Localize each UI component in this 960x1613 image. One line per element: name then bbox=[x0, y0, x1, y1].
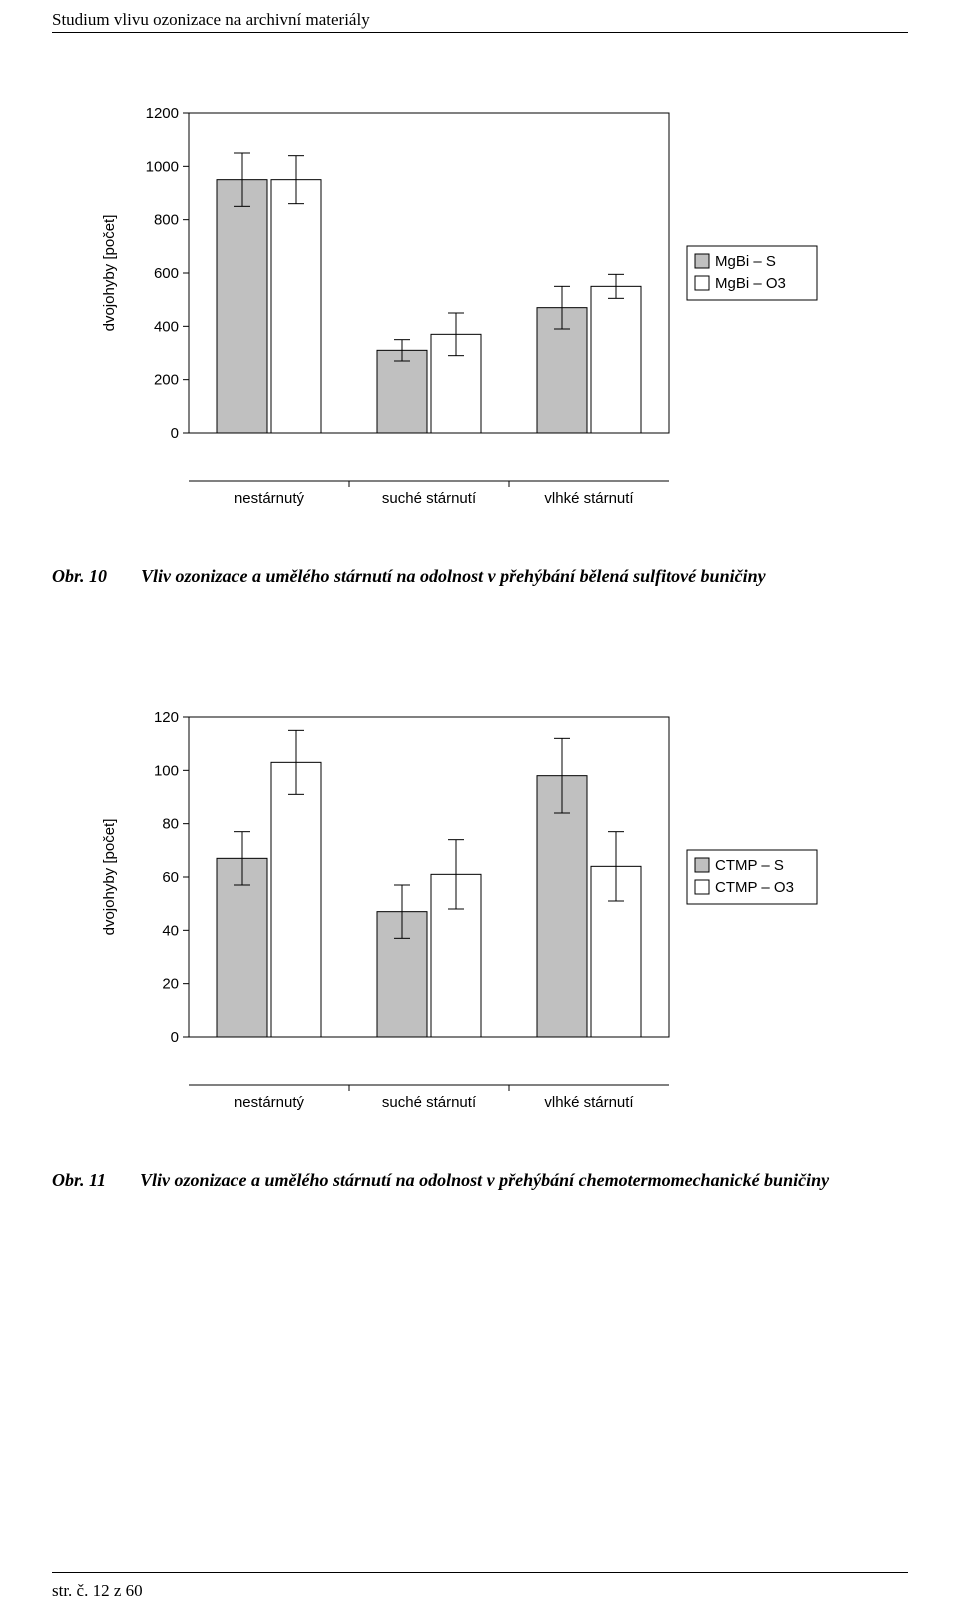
svg-text:vlhké stárnutí: vlhké stárnutí bbox=[544, 490, 634, 507]
figure-number: Obr. 11 bbox=[52, 1170, 106, 1191]
page-footer: str. č. 12 z 60 bbox=[52, 1581, 143, 1601]
svg-text:suché stárnutí: suché stárnutí bbox=[382, 1094, 477, 1111]
figure-11-caption: Obr. 11 Vliv ozonizace a umělého stárnut… bbox=[52, 1170, 908, 1191]
svg-text:20: 20 bbox=[162, 976, 179, 993]
svg-text:MgBi – O3: MgBi – O3 bbox=[715, 275, 786, 292]
running-head: Studium vlivu ozonizace na archivní mate… bbox=[52, 10, 908, 30]
chart-1: 0 200 400 600 800 1000 1200 dvojohyby [počet] ne… bbox=[94, 103, 834, 533]
svg-text:40: 40 bbox=[162, 922, 179, 939]
svg-text:120: 120 bbox=[154, 709, 179, 726]
header-rule bbox=[52, 32, 908, 33]
chart-1-container: 0 200 400 600 800 1000 1200 dvojohyby [počet] ne… bbox=[94, 103, 908, 538]
svg-text:CTMP – O3: CTMP – O3 bbox=[715, 879, 794, 896]
svg-text:200: 200 bbox=[154, 372, 179, 389]
svg-text:0: 0 bbox=[171, 425, 179, 442]
figure-text: Vliv ozonizace a umělého stárnutí na odo… bbox=[140, 1170, 829, 1191]
svg-text:1200: 1200 bbox=[146, 105, 179, 122]
figure-text: Vliv ozonizace a umělého stárnutí na odo… bbox=[141, 566, 766, 587]
svg-text:600: 600 bbox=[154, 265, 179, 282]
svg-text:MgBi – S: MgBi – S bbox=[715, 253, 776, 270]
svg-text:vlhké stárnutí: vlhké stárnutí bbox=[544, 1094, 634, 1111]
svg-text:400: 400 bbox=[154, 318, 179, 335]
svg-text:dvojohyby [počet]: dvojohyby [počet] bbox=[101, 819, 118, 936]
svg-text:80: 80 bbox=[162, 816, 179, 833]
svg-text:60: 60 bbox=[162, 869, 179, 886]
svg-text:CTMP – S: CTMP – S bbox=[715, 857, 784, 874]
svg-text:100: 100 bbox=[154, 762, 179, 779]
svg-text:0: 0 bbox=[171, 1029, 179, 1046]
chart-2: 0 20 40 60 80 100 120 dvojohyby [počet] nestárnu… bbox=[94, 707, 834, 1137]
footer-rule bbox=[52, 1572, 908, 1573]
svg-text:800: 800 bbox=[154, 212, 179, 229]
figure-number: Obr. 10 bbox=[52, 566, 107, 587]
svg-text:dvojohyby [počet]: dvojohyby [počet] bbox=[101, 215, 118, 332]
svg-text:1000: 1000 bbox=[146, 158, 179, 175]
svg-text:suché stárnutí: suché stárnutí bbox=[382, 490, 477, 507]
chart-2-container: 0 20 40 60 80 100 120 dvojohyby [počet] nestárnu… bbox=[94, 707, 908, 1142]
svg-text:nestárnutý: nestárnutý bbox=[234, 490, 305, 507]
svg-text:nestárnutý: nestárnutý bbox=[234, 1094, 305, 1111]
figure-10-caption: Obr. 10 Vliv ozonizace a umělého stárnut… bbox=[52, 566, 908, 587]
page: Studium vlivu ozonizace na archivní mate… bbox=[0, 0, 960, 1613]
